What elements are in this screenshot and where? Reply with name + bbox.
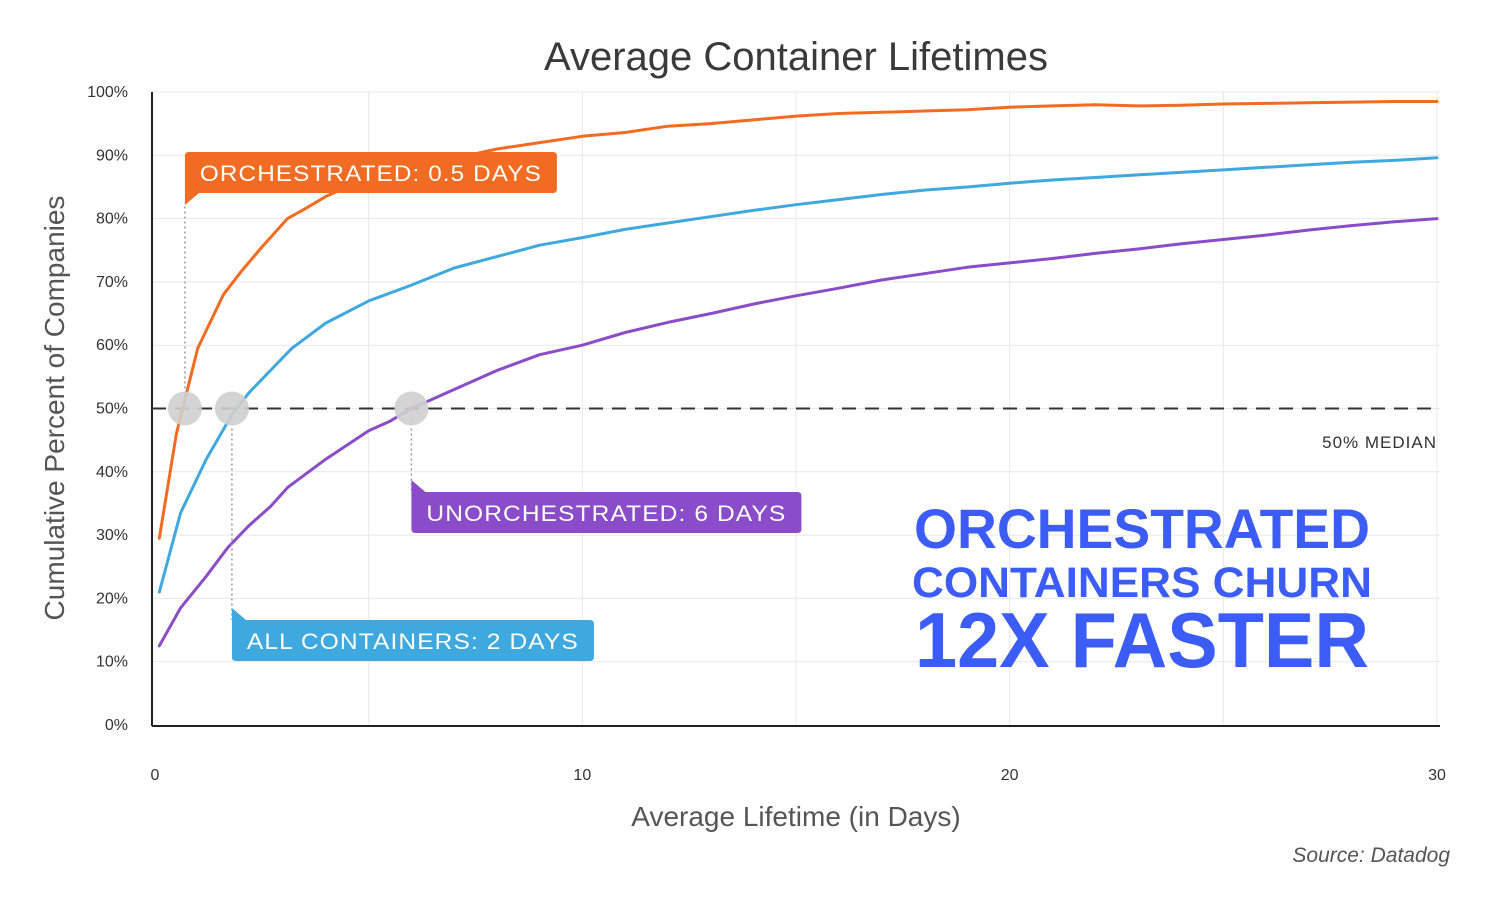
median-guides — [167, 205, 429, 620]
callout-unorchestrated-text: UNORCHESTRATED: 6 DAYS — [426, 501, 786, 526]
callout-all-containers-box — [231, 608, 594, 661]
y-tick-label: 90% — [96, 147, 128, 164]
callout-unorchestrated: UNORCHESTRATED: 6 DAYS — [411, 480, 802, 533]
callout-orchestrated-box — [184, 152, 557, 205]
y-tick-label: 80% — [96, 211, 128, 228]
callout-unorchestrated-box — [411, 480, 802, 533]
callout-all-containers: ALL CONTAINERS: 2 DAYS — [231, 608, 594, 661]
headline-line-2: CONTAINERS CHURN — [912, 559, 1372, 607]
x-axis-label: Average Lifetime (in Days) — [631, 801, 960, 832]
series-line-0 — [157, 100, 1439, 540]
y-tick-label: 50% — [96, 401, 128, 418]
y-tick-label: 10% — [96, 654, 128, 671]
y-tick-label: 20% — [96, 590, 128, 607]
headline-line-3: 12X FASTER — [915, 596, 1369, 684]
y-tick-label: 40% — [96, 464, 128, 481]
y-tick-label: 100% — [87, 84, 128, 101]
callout-all-containers-text: ALL CONTAINERS: 2 DAYS — [247, 629, 579, 654]
y-axis-label: Cumulative Percent of Companies — [39, 196, 70, 621]
x-tick-label: 0 — [151, 767, 160, 784]
callout-orchestrated: ORCHESTRATED: 0.5 DAYS — [184, 152, 557, 205]
median-point — [394, 391, 429, 426]
y-tick-labels: 0% 10% 20% 30% 40% 50% 60% 70% 80% 90% 100% — [87, 84, 128, 734]
x-tick-label: 10 — [573, 767, 591, 784]
y-tick-label: 30% — [96, 527, 128, 544]
median-point — [214, 391, 249, 426]
series-line-2 — [157, 217, 1439, 648]
y-tick-label: 0% — [105, 717, 128, 734]
x-tick-labels: 0 10 20 30 — [151, 767, 1446, 784]
median-label: 50% MEDIAN — [1322, 433, 1437, 452]
x-tick-label: 30 — [1428, 767, 1446, 784]
series-lines — [157, 100, 1439, 648]
series-line-1 — [157, 156, 1439, 594]
headline-line-1: ORCHESTRATED — [914, 497, 1370, 560]
chart-title: Average Container Lifetimes — [544, 35, 1048, 79]
callout-orchestrated-text: ORCHESTRATED: 0.5 DAYS — [200, 161, 542, 186]
x-tick-label: 20 — [1001, 767, 1019, 784]
median-point — [167, 391, 202, 426]
y-tick-label: 60% — [96, 337, 128, 354]
source-note: Source: Datadog — [1292, 844, 1450, 867]
y-tick-label: 70% — [96, 274, 128, 291]
